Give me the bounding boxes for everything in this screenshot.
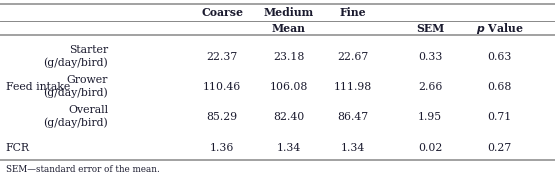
- Text: 1.34: 1.34: [340, 143, 365, 153]
- Text: Mean: Mean: [271, 23, 306, 33]
- Text: Starter: Starter: [69, 45, 108, 55]
- Text: Grower: Grower: [67, 75, 108, 85]
- Text: 0.02: 0.02: [418, 143, 442, 153]
- Text: 0.68: 0.68: [487, 82, 512, 92]
- Text: 111.98: 111.98: [334, 82, 371, 92]
- Text: 22.67: 22.67: [337, 52, 368, 62]
- Text: (g/day/bird): (g/day/bird): [43, 118, 108, 128]
- Text: 86.47: 86.47: [337, 112, 368, 122]
- Text: 1.34: 1.34: [276, 143, 301, 153]
- Text: 110.46: 110.46: [203, 82, 241, 92]
- Text: SEM—standard error of the mean.: SEM—standard error of the mean.: [6, 165, 159, 175]
- Text: 0.27: 0.27: [487, 143, 512, 153]
- Text: 0.63: 0.63: [487, 52, 512, 62]
- Text: (g/day/bird): (g/day/bird): [43, 58, 108, 68]
- Text: 106.08: 106.08: [269, 82, 308, 92]
- Text: Overall: Overall: [68, 105, 108, 115]
- Text: 85.29: 85.29: [206, 112, 238, 122]
- Text: FCR: FCR: [6, 143, 29, 153]
- Text: 22.37: 22.37: [206, 52, 238, 62]
- Text: Medium: Medium: [264, 7, 314, 18]
- Text: Fine: Fine: [339, 7, 366, 18]
- Text: 82.40: 82.40: [273, 112, 304, 122]
- Text: 0.71: 0.71: [487, 112, 512, 122]
- Text: 1.95: 1.95: [418, 112, 442, 122]
- Text: 0.33: 0.33: [418, 52, 442, 62]
- Text: 2.66: 2.66: [418, 82, 442, 92]
- Text: Coarse: Coarse: [201, 7, 243, 18]
- Text: 1.36: 1.36: [210, 143, 234, 153]
- Text: SEM: SEM: [416, 23, 444, 33]
- Text: 23.18: 23.18: [273, 52, 304, 62]
- Text: (g/day/bird): (g/day/bird): [43, 88, 108, 98]
- Text: $\bfit{p}$ Value: $\bfit{p}$ Value: [476, 20, 523, 36]
- Text: Feed intake: Feed intake: [6, 82, 70, 92]
